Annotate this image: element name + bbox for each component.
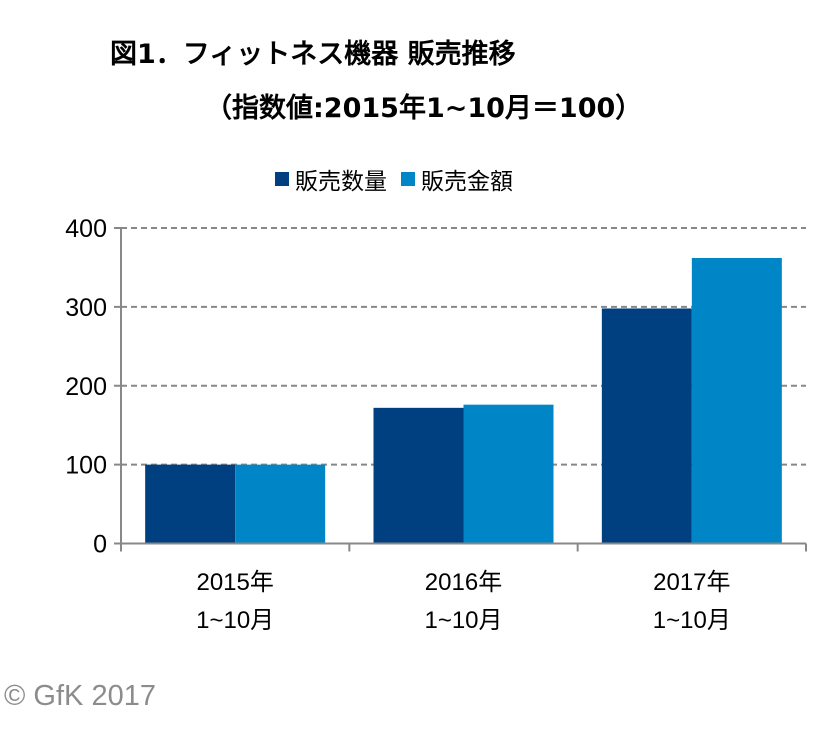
legend-item-quantity: 販売数量 [275, 162, 387, 196]
bar-amount [235, 464, 326, 544]
x-tick-label: 1~10月 [424, 607, 502, 634]
legend-item-amount: 販売金額 [401, 162, 513, 196]
y-tick-label: 100 [65, 452, 107, 480]
bar-amount [691, 257, 782, 544]
y-tick-label: 200 [65, 373, 107, 401]
legend-label-quantity: 販売数量 [295, 169, 387, 195]
y-tick-label: 400 [65, 215, 107, 243]
x-tick-label: 2016年 [425, 569, 502, 596]
bar-quantity [145, 464, 236, 544]
legend-label-amount: 販売金額 [421, 169, 513, 195]
y-tick-label: 0 [93, 531, 107, 559]
bar-quantity [601, 308, 692, 544]
chart-title: 図1．フィットネス機器 販売推移 [110, 39, 516, 70]
y-tick-label: 300 [65, 294, 107, 322]
copyright: © GfK 2017 [4, 680, 156, 712]
x-tick-label: 2015年 [196, 569, 273, 596]
bar-quantity [373, 407, 464, 544]
chart-subtitle: （指数値:2015年1~10月＝100） [205, 93, 643, 124]
legend-swatch-amount [401, 172, 415, 186]
x-tick-label: 2017年 [653, 569, 730, 596]
bar-amount [463, 404, 554, 544]
legend-swatch-quantity [275, 172, 289, 186]
x-tick-label: 1~10月 [196, 607, 274, 634]
legend: 販売数量 販売金額 [275, 162, 527, 196]
x-tick-label: 1~10月 [653, 607, 731, 634]
